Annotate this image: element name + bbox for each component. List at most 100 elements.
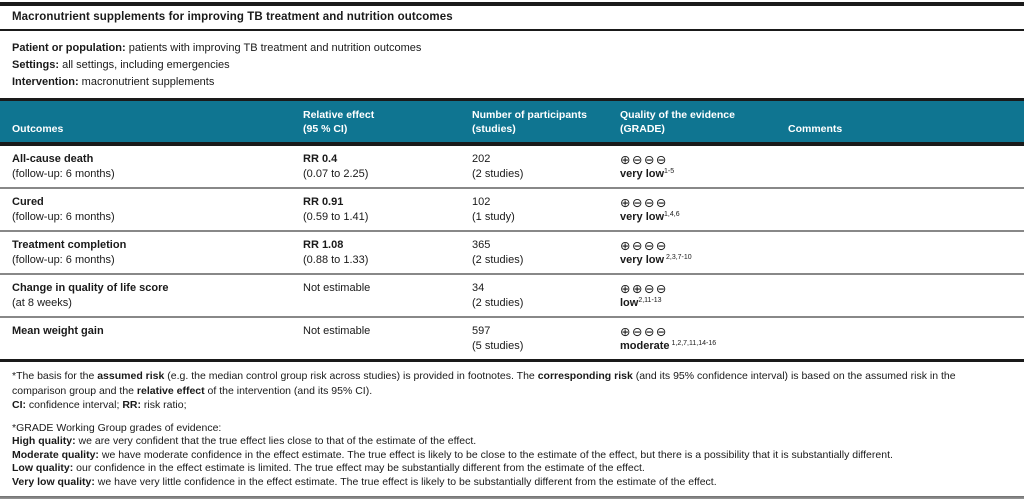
studies-count: (2 studies) [472, 297, 524, 309]
table-row: Treatment completion (follow-up: 6 month… [0, 232, 1024, 275]
participants-count: 34 [472, 282, 485, 294]
column-header-outcomes: Outcomes [12, 101, 303, 142]
abbreviations-footnote: CI: confidence interval; RR: risk ratio; [12, 399, 187, 411]
comments-cell [788, 324, 1012, 354]
effect-value: Not estimable [303, 325, 371, 337]
studies-count: (2 studies) [472, 254, 524, 266]
grade-cell: ⊕⊖⊖⊖ very low1,4,6 [620, 195, 788, 225]
grade-cell: ⊕⊖⊖⊖ moderate 1,2,7,11,14-16 [620, 324, 788, 354]
grade-working-group-notes: *GRADE Working Group grades of evidence:… [0, 413, 1024, 490]
bottom-rule [0, 496, 1024, 499]
participants-count: 202 [472, 153, 491, 165]
footnotes-block: *The basis for the assumed risk (e.g. th… [0, 362, 1024, 413]
grade-footnote-refs: 1-5 [664, 168, 675, 175]
column-header-comments: Comments [788, 101, 1012, 142]
top-rule [0, 2, 1024, 6]
outcome-followup: (at 8 weeks) [12, 297, 72, 309]
grade-symbols: ⊕⊕⊖⊖ [620, 281, 668, 296]
column-header-participants: Number of participants (studies) [472, 101, 620, 142]
studies-count: (5 studies) [472, 340, 524, 352]
table-title-bar: Macronutrient supplements for improving … [0, 6, 1024, 29]
effect-value: Not estimable [303, 282, 371, 294]
grade-cell: ⊕⊖⊖⊖ very low 2,3,7-10 [620, 238, 788, 268]
outcome-name: Change in quality of life score [12, 282, 169, 294]
comments-cell [788, 152, 1012, 182]
header-line2: (95 % CI) [303, 123, 348, 135]
outcome-followup: (follow-up: 6 months) [12, 168, 115, 180]
effect-ci: (0.59 to 1.41) [303, 211, 369, 223]
title-divider-rule [0, 29, 1024, 31]
population-info-block: Patient or population: patients with imp… [0, 31, 1024, 98]
grade-label: very low [620, 168, 665, 180]
participants-cell: 202 (2 studies) [472, 152, 620, 182]
header-line2: Comments [788, 123, 843, 135]
patient-population-line: Patient or population: patients with imp… [12, 42, 422, 54]
grade-cell: ⊕⊕⊖⊖ low2,11-13 [620, 281, 788, 311]
settings-line: Settings: all settings, including emerge… [12, 59, 230, 71]
grade-symbols: ⊕⊖⊖⊖ [620, 195, 668, 210]
outcome-cell: All-cause death (follow-up: 6 months) [12, 152, 303, 182]
relative-effect-cell: RR 0.4 (0.07 to 2.25) [303, 152, 472, 182]
table-row: Mean weight gain Not estimable 597 (5 st… [0, 318, 1024, 362]
effect-ci: (0.07 to 2.25) [303, 168, 369, 180]
outcome-name: Cured [12, 196, 44, 208]
grade-label: moderate [620, 340, 670, 352]
comments-cell [788, 195, 1012, 225]
participants-cell: 34 (2 studies) [472, 281, 620, 311]
grade-symbols: ⊕⊖⊖⊖ [620, 152, 668, 167]
effect-value: RR 1.08 [303, 239, 344, 251]
effect-value: RR 0.91 [303, 196, 344, 208]
header-line2: (studies) [472, 123, 516, 135]
outcome-followup: (follow-up: 6 months) [12, 211, 115, 223]
grade-note-very-low: Very low quality: we have very little co… [12, 475, 717, 488]
comments-cell [788, 238, 1012, 268]
grade-label: very low [620, 211, 665, 223]
table-title: Macronutrient supplements for improving … [12, 11, 453, 23]
table-header-row: Outcomes Relative effect (95 % CI) Numbe… [0, 98, 1024, 146]
outcome-cell: Treatment completion (follow-up: 6 month… [12, 238, 303, 268]
grade-footnote-refs: 1,2,7,11,14-16 [669, 340, 717, 347]
relative-effect-cell: Not estimable [303, 281, 472, 311]
participants-cell: 102 (1 study) [472, 195, 620, 225]
grade-label: very low [620, 254, 665, 266]
grade-symbols: ⊕⊖⊖⊖ [620, 238, 668, 253]
assumed-risk-footnote: *The basis for the assumed risk (e.g. th… [12, 370, 956, 397]
relative-effect-cell: RR 0.91 (0.59 to 1.41) [303, 195, 472, 225]
grade-rating: moderate 1,2,7,11,14-16 [620, 339, 780, 354]
comments-cell [788, 281, 1012, 311]
table-row: Cured (follow-up: 6 months) RR 0.91 (0.5… [0, 189, 1024, 232]
participants-count: 597 [472, 325, 491, 337]
grade-cell: ⊕⊖⊖⊖ very low1-5 [620, 152, 788, 182]
header-line2: (GRADE) [620, 123, 665, 135]
grade-rating: very low 2,3,7-10 [620, 253, 780, 268]
outcome-cell: Cured (follow-up: 6 months) [12, 195, 303, 225]
grade-note-moderate: Moderate quality: we have moderate confi… [12, 448, 893, 461]
effect-value: RR 0.4 [303, 153, 338, 165]
outcome-name: Treatment completion [12, 239, 127, 251]
column-header-relative-effect: Relative effect (95 % CI) [303, 101, 472, 142]
grade-note-low: Low quality: our confidence in the effec… [12, 462, 645, 475]
studies-count: (1 study) [472, 211, 515, 223]
header-line1: Number of participants [472, 109, 587, 121]
header-line1: Quality of the evidence [620, 109, 735, 121]
grade-note-high: High quality: we are very confident that… [12, 435, 477, 448]
participants-cell: 365 (2 studies) [472, 238, 620, 268]
header-line1: Relative effect [303, 109, 375, 121]
outcome-cell: Change in quality of life score (at 8 we… [12, 281, 303, 311]
grade-label: low [620, 297, 639, 309]
column-header-quality: Quality of the evidence (GRADE) [620, 101, 788, 142]
participants-cell: 597 (5 studies) [472, 324, 620, 354]
outcome-cell: Mean weight gain [12, 324, 303, 354]
grade-rating: very low1,4,6 [620, 210, 780, 225]
participants-count: 102 [472, 196, 491, 208]
grade-rating: low2,11-13 [620, 296, 780, 311]
relative-effect-cell: RR 1.08 (0.88 to 1.33) [303, 238, 472, 268]
table-row: Change in quality of life score (at 8 we… [0, 275, 1024, 318]
intervention-line: Intervention: macronutrient supplements [12, 76, 215, 88]
participants-count: 365 [472, 239, 491, 251]
grade-notes-heading: *GRADE Working Group grades of evidence: [12, 421, 222, 434]
outcome-followup: (follow-up: 6 months) [12, 254, 115, 266]
outcome-name: Mean weight gain [12, 325, 104, 337]
studies-count: (2 studies) [472, 168, 524, 180]
